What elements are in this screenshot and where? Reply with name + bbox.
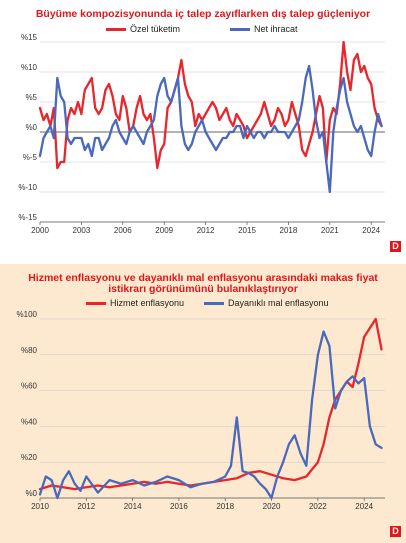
y-tick-label: %-15 bbox=[18, 213, 37, 222]
x-tick-label: 2021 bbox=[321, 226, 339, 235]
x-tick-label: 2012 bbox=[77, 502, 95, 511]
series-line-1 bbox=[38, 40, 383, 170]
y-tick-label: %100 bbox=[17, 310, 38, 319]
legend-swatch-red bbox=[86, 302, 106, 306]
y-tick-label: %80 bbox=[21, 346, 38, 355]
y-tick-label: %10 bbox=[21, 63, 38, 72]
series-line-2 bbox=[38, 330, 383, 500]
y-tick-label: %40 bbox=[21, 417, 38, 426]
publisher-logo-1: D bbox=[390, 241, 401, 252]
chart2-legend-item-2: Dayanıklı mal enflasyonu bbox=[204, 298, 329, 308]
chart1-plot: %-15 %-10 %-5 %0 %5 %10 %15 2000 2003 2006 2009 201… bbox=[18, 33, 385, 235]
x-tick-label: 2009 bbox=[155, 226, 173, 235]
chart2-plot: %0 %20 %40 %60 %80 %100 2010 2012 2014 2016 2018 20… bbox=[17, 310, 385, 511]
y-tick-label: %20 bbox=[21, 453, 38, 462]
x-tick-label: 2003 bbox=[73, 226, 91, 235]
y-tick-label: %-10 bbox=[18, 183, 37, 192]
legend-label: Özel tüketim bbox=[130, 24, 181, 34]
x-tick-label: 2018 bbox=[280, 226, 298, 235]
legend-label: Hizmet enflasyonu bbox=[110, 298, 185, 308]
publisher-logo-2: D bbox=[390, 526, 401, 537]
series-line-1 bbox=[38, 317, 383, 491]
chart1-legend-item-1: Özel tüketim bbox=[106, 24, 180, 34]
x-tick-label: 2018 bbox=[216, 502, 234, 511]
x-tick-label: 2015 bbox=[238, 226, 256, 235]
x-tick-label: 2022 bbox=[309, 502, 327, 511]
chart2-title: Hizmet enflasyonu ve dayanıklı mal enfla… bbox=[28, 272, 378, 295]
y-tick-label: %60 bbox=[21, 382, 38, 391]
chart-panel-1: Büyüme kompozisyonunda iç talep zayıflar… bbox=[0, 0, 406, 260]
y-tick-label: %0 bbox=[25, 489, 37, 498]
x-tick-label: 2012 bbox=[197, 226, 215, 235]
x-tick-label: 2014 bbox=[124, 502, 142, 511]
y-tick-label: %0 bbox=[25, 123, 37, 132]
y-tick-label: %5 bbox=[25, 93, 37, 102]
y-tick-label: %15 bbox=[21, 33, 38, 42]
chart1-legend-item-2: Net ihracat bbox=[230, 24, 298, 34]
x-tick-label: 2024 bbox=[355, 502, 373, 511]
x-tick-label: 2016 bbox=[170, 502, 188, 511]
x-tick-label: 2010 bbox=[31, 502, 49, 511]
legend-label: Dayanıklı mal enflasyonu bbox=[228, 298, 329, 308]
legend-swatch-blue bbox=[204, 302, 224, 306]
legend-swatch-red bbox=[106, 28, 126, 32]
y-tick-label: %-5 bbox=[23, 153, 38, 162]
legend-label: Net ihracat bbox=[254, 24, 298, 34]
chart1-title: Büyüme kompozisyonunda iç talep zayıflar… bbox=[35, 8, 371, 20]
chart-panel-2: Hizmet enflasyonu ve dayanıklı mal enfla… bbox=[0, 264, 406, 543]
legend-swatch-blue bbox=[230, 28, 250, 32]
x-tick-label: 2006 bbox=[114, 226, 132, 235]
series-line-2 bbox=[38, 64, 383, 194]
x-tick-label: 2024 bbox=[362, 226, 380, 235]
chart2-legend-item-1: Hizmet enflasyonu bbox=[86, 298, 184, 308]
x-tick-label: 2000 bbox=[31, 226, 49, 235]
x-tick-label: 2020 bbox=[263, 502, 281, 511]
